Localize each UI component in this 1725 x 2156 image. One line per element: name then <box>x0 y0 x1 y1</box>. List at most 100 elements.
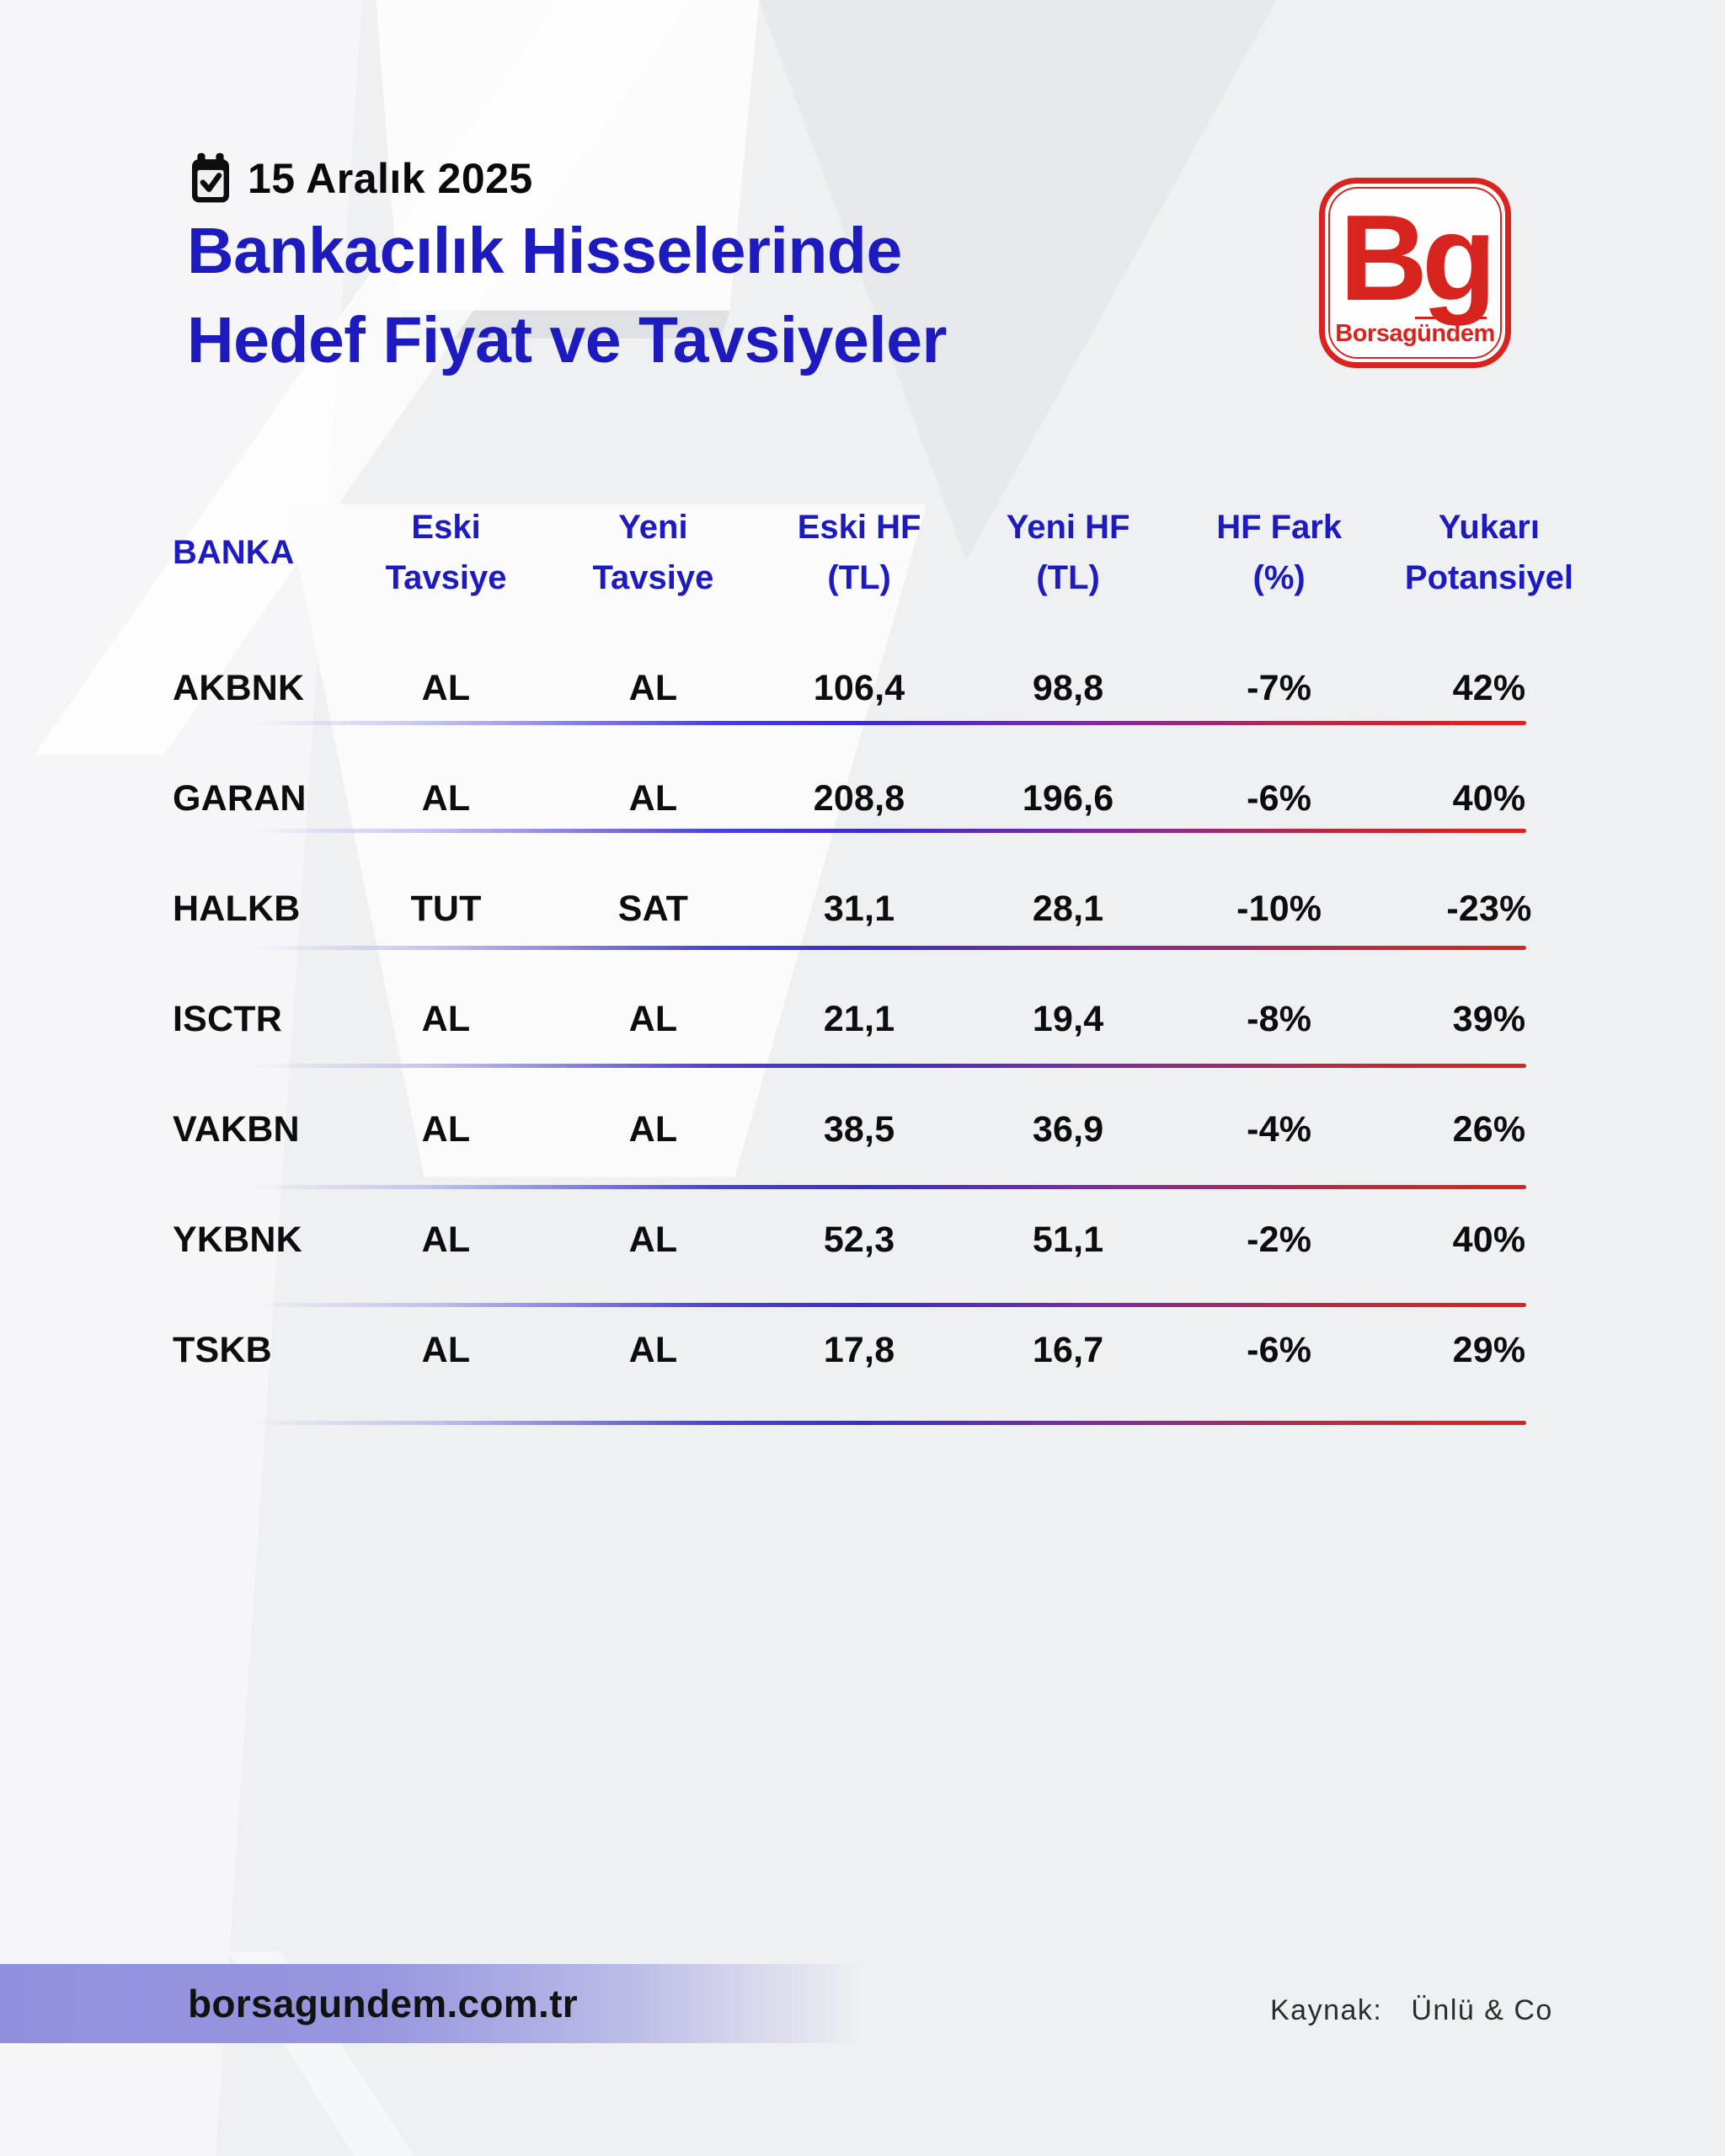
cell-upside-potential: 42% <box>1452 668 1526 708</box>
row-divider <box>251 1421 1527 1425</box>
cell-new-recommendation: AL <box>628 1330 678 1370</box>
cell-upside-potential: 40% <box>1452 778 1526 819</box>
footer-band: borsagundem.com.tr <box>0 1964 1725 2043</box>
cell-ticker: GARAN <box>173 778 307 819</box>
cell-ticker: ISCTR <box>173 999 282 1039</box>
cell-upside-potential: -23% <box>1446 889 1532 929</box>
column-header-text: Tavsiye <box>385 559 507 596</box>
cell-new-target-price: 51,1 <box>1032 1219 1104 1260</box>
cell-upside-potential: 29% <box>1452 1330 1526 1370</box>
cell-target-change: -2% <box>1247 1219 1312 1260</box>
column-header-text: (TL) <box>1036 559 1100 596</box>
column-header-eski-tavsiye: Eski Tavsiye <box>342 497 551 608</box>
cell-new-recommendation: AL <box>628 778 678 819</box>
logo-brand-overlined: ünde <box>1417 319 1474 347</box>
logo-brand-pre: Borsag <box>1335 319 1418 347</box>
table-row-vakbn: VAKBN AL AL 38,5 36,9 -4% 26% <box>168 1075 1594 1189</box>
column-header-yeni-hf: Yeni HF (TL) <box>963 497 1174 608</box>
table-row-ykbnk: YKBNK AL AL 52,3 51,1 -2% 40% <box>168 1185 1594 1307</box>
site-url: borsagundem.com.tr <box>188 1982 578 2025</box>
calendar-icon <box>192 152 229 203</box>
cell-target-change: -7% <box>1247 668 1312 708</box>
cell-new-target-price: 19,4 <box>1032 999 1104 1039</box>
column-header-yeni-tavsiye: Yeni Tavsiye <box>551 497 756 608</box>
cell-old-recommendation: AL <box>421 668 471 708</box>
row-divider <box>251 1064 1527 1068</box>
table-row-garan: GARAN AL AL 208,8 196,6 -6% 40% <box>168 744 1594 854</box>
cell-upside-potential: 39% <box>1452 999 1526 1039</box>
cell-ticker: VAKBN <box>173 1109 300 1150</box>
table-header-row: BANKA Eski Tavsiye Yeni Tavsiye Eski HF … <box>168 497 1594 608</box>
cell-upside-potential: 26% <box>1452 1109 1526 1150</box>
column-header-text: Eski HF <box>797 509 921 546</box>
cell-upside-potential: 40% <box>1452 1219 1526 1260</box>
table-row-tskb: TSKB AL AL 17,8 16,7 -6% 29% <box>168 1295 1594 1425</box>
cell-new-target-price: 28,1 <box>1032 889 1104 929</box>
cell-old-target-price: 38,5 <box>823 1109 895 1150</box>
column-header-yukari-potansiyel: Yukarı Potansiyel <box>1385 497 1594 608</box>
table-row-akbnk: AKBNK AL AL 106,4 98,8 -7% 42% <box>168 633 1594 744</box>
cell-new-recommendation: AL <box>628 999 678 1039</box>
cell-target-change: -6% <box>1247 778 1312 819</box>
logo-brand-name: Borsagündem <box>1335 320 1495 348</box>
row-divider <box>251 829 1527 833</box>
cell-new-target-price: 196,6 <box>1022 778 1114 819</box>
column-header-eski-hf: Eski HF (TL) <box>756 497 962 608</box>
column-header-text: BANKA <box>173 534 295 571</box>
cell-new-recommendation: AL <box>628 668 678 708</box>
table-row-isctr: ISCTR AL AL 21,1 19,4 -8% 39% <box>168 964 1594 1075</box>
column-header-text: Yukarı <box>1438 509 1540 546</box>
cell-old-recommendation: AL <box>421 778 471 819</box>
cell-ticker: YKBNK <box>173 1219 302 1260</box>
cell-ticker: TSKB <box>173 1330 272 1370</box>
cell-old-target-price: 17,8 <box>823 1330 895 1370</box>
cell-old-recommendation: AL <box>421 1109 471 1150</box>
table-body: AKBNK AL AL 106,4 98,8 -7% 42% GARAN AL … <box>168 633 1594 1425</box>
cell-target-change: -10% <box>1236 889 1322 929</box>
column-header-banka: BANKA <box>168 497 342 608</box>
cell-old-target-price: 52,3 <box>823 1219 895 1260</box>
column-header-text: Yeni HF <box>1006 509 1130 546</box>
page-title: Bankacılık Hisselerinde Hedef Fiyat ve T… <box>187 206 948 385</box>
source-attribution: Kaynak: Ünlü & Co <box>1270 1994 1553 2027</box>
column-header-text: (TL) <box>827 559 891 596</box>
row-divider <box>251 1185 1527 1189</box>
page-title-line2: Hedef Fiyat ve Tavsiyeler <box>187 304 948 376</box>
date-label: 15 Aralık 2025 <box>248 155 533 202</box>
cell-ticker: HALKB <box>173 889 301 929</box>
table-row-halkb: HALKB TUT SAT 31,1 28,1 -10% -23% <box>168 854 1594 964</box>
cell-old-recommendation: AL <box>421 1219 471 1260</box>
cell-target-change: -6% <box>1247 1330 1312 1370</box>
cell-new-target-price: 16,7 <box>1032 1330 1104 1370</box>
cell-old-target-price: 106,4 <box>813 668 905 708</box>
cell-new-recommendation: AL <box>628 1219 678 1260</box>
date-row: 15 Aralık 2025 <box>192 152 533 205</box>
cell-target-change: -8% <box>1247 999 1312 1039</box>
column-header-text: HF Fark <box>1216 509 1343 546</box>
source-label: Kaynak: <box>1270 1994 1383 2026</box>
cell-new-recommendation: AL <box>628 1109 678 1150</box>
source-value: Ünlü & Co <box>1411 1994 1553 2026</box>
cell-old-recommendation: TUT <box>410 889 482 929</box>
brand-logo: Bg Borsagündem <box>1319 178 1511 368</box>
row-divider <box>251 946 1527 950</box>
column-header-text: Potansiyel <box>1404 559 1573 596</box>
column-header-hf-fark: HF Fark (%) <box>1173 497 1385 608</box>
column-header-text: Tavsiye <box>592 559 714 596</box>
cell-new-target-price: 98,8 <box>1032 668 1104 708</box>
logo-monogram: Bg <box>1339 189 1496 326</box>
cell-old-recommendation: AL <box>421 999 471 1039</box>
cell-ticker: AKBNK <box>173 668 305 708</box>
column-header-text: (%) <box>1252 559 1306 596</box>
cell-old-target-price: 21,1 <box>823 999 895 1039</box>
page-title-line1: Bankacılık Hisselerinde <box>187 215 902 287</box>
row-divider <box>251 1303 1527 1307</box>
column-header-text: Eski <box>411 509 481 546</box>
column-header-text: Yeni <box>618 509 688 546</box>
cell-new-target-price: 36,9 <box>1032 1109 1104 1150</box>
cell-old-target-price: 31,1 <box>823 889 895 929</box>
row-divider <box>251 721 1527 725</box>
cell-target-change: -4% <box>1247 1109 1312 1150</box>
cell-old-target-price: 208,8 <box>813 778 905 819</box>
